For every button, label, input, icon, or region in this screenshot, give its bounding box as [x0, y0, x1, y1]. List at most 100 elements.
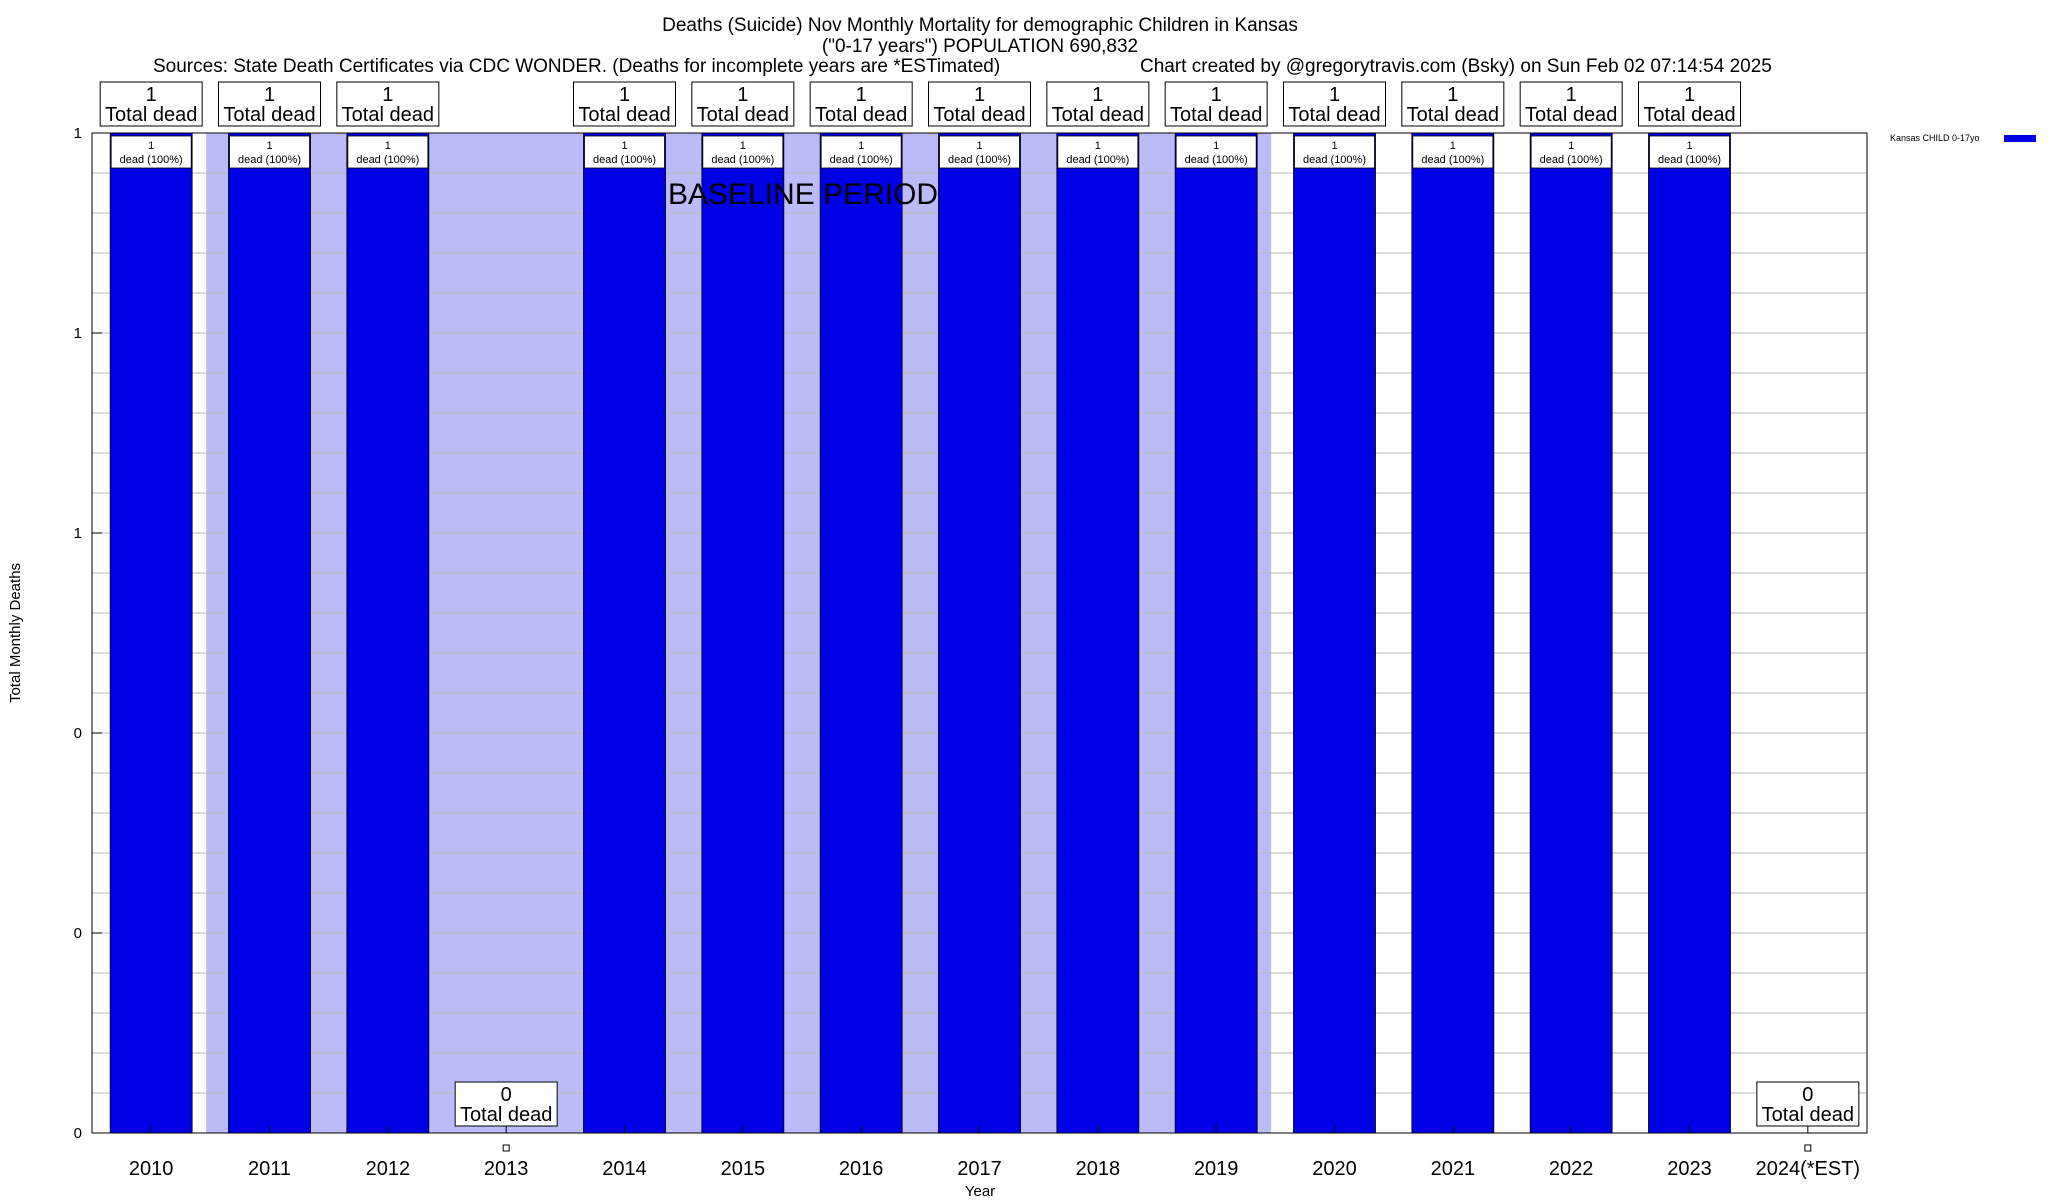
total-dead-value: 0 [1802, 1084, 1813, 1106]
total-dead-value: 0 [501, 1084, 512, 1106]
bar-2011 [228, 132, 311, 1134]
inner-label-text: dead (100%) [948, 154, 1011, 166]
inner-label: 1 dead (100%) [1530, 135, 1612, 169]
total-dead-box [99, 81, 203, 127]
total-dead-text: Total dead [1288, 104, 1380, 126]
inner-label-value: 1 [1450, 140, 1456, 152]
inner-label-text: dead (100%) [1540, 154, 1603, 166]
total-dead-value: 1 [1092, 84, 1103, 106]
inner-label-text: dead (100%) [830, 154, 893, 166]
total-dead-text: Total dead [342, 104, 434, 126]
bar-2023 [1648, 132, 1731, 1134]
inner-label-value: 1 [740, 140, 746, 152]
legend-series-swatch [2004, 135, 2036, 142]
total-dead-value: 1 [1329, 84, 1340, 106]
inner-label: 1 dead (100%) [1294, 135, 1375, 169]
inner-label-box [584, 135, 665, 169]
bar-2020 [1293, 132, 1376, 1134]
total-dead-value: 1 [1447, 84, 1458, 106]
inner-label-text: dead (100%) [356, 154, 419, 166]
x-tick-label: 2020 [1312, 1158, 1357, 1180]
inner-label-box [820, 135, 902, 169]
zero-marker-2013 [502, 1144, 510, 1152]
total-dead-text: Total dead [697, 104, 789, 126]
bar-2015 [701, 132, 785, 1134]
inner-label-text: dead (100%) [120, 154, 183, 166]
total-dead-value: 1 [619, 84, 630, 106]
legend: Kansas CHILD 0-17yo [1890, 133, 2036, 143]
total-dead-box [1283, 81, 1386, 127]
inner-label-value: 1 [1331, 140, 1337, 152]
total-dead-value: 1 [264, 84, 275, 106]
total-dead-box [336, 81, 440, 127]
inner-label: 1 dead (100%) [1649, 135, 1730, 169]
x-axis-label: Year [965, 1183, 995, 1200]
y-tick-label: 0 [74, 725, 82, 742]
inner-label-value: 1 [1568, 140, 1574, 152]
total-dead-box [809, 81, 913, 127]
inner-label-box [1649, 135, 1730, 169]
inner-label-text: dead (100%) [593, 154, 656, 166]
total-dead-text: Total dead [933, 104, 1025, 126]
inner-label-value: 1 [1213, 140, 1219, 152]
total-dead-value: 1 [974, 84, 985, 106]
inner-label-box [939, 135, 1020, 169]
bar-2022 [1529, 132, 1613, 1134]
inner-label-value: 1 [385, 140, 391, 152]
total-dead-box [1519, 81, 1623, 127]
bar-2016 [819, 132, 903, 1134]
inner-label-text: dead (100%) [1185, 154, 1248, 166]
y-tick-label: 0 [74, 1125, 82, 1142]
y-axis-ticks: 0 0 0 1 1 1 [74, 125, 102, 1142]
inner-label-value: 1 [148, 140, 154, 152]
bar-2014 [583, 132, 666, 1134]
inner-label-box [1175, 135, 1257, 169]
total-dead-box [1046, 81, 1150, 127]
inner-label-box [702, 135, 784, 169]
total-dead-box [454, 1081, 558, 1127]
total-dead-value: 1 [737, 84, 748, 106]
total-dead-text: Total dead [1407, 104, 1499, 126]
inner-label-value: 1 [1095, 140, 1101, 152]
chart-sources: Sources: State Death Certificates via CD… [153, 56, 1000, 77]
x-tick-label: 2012 [366, 1158, 411, 1180]
inner-label: 1 dead (100%) [110, 135, 192, 169]
inner-label-box [1294, 135, 1375, 169]
x-tick-label: 2022 [1549, 1158, 1594, 1180]
chart-title-line2: ("0-17 years") POPULATION 690,832 [822, 36, 1138, 57]
total-dead-box [691, 81, 795, 127]
total-dead-text: Total dead [1170, 104, 1262, 126]
x-tick-label: 2014 [602, 1158, 647, 1180]
total-dead-text: Total dead [460, 1104, 552, 1126]
x-axis-ticks: 2010 2011 2012 2013 2014 2015 2016 2017 2018 2019… [129, 1125, 1860, 1180]
inner-label-value: 1 [266, 140, 272, 152]
total-dead-text: Total dead [223, 104, 315, 126]
total-dead-value: 1 [382, 84, 393, 106]
inner-label-text: dead (100%) [238, 154, 301, 166]
y-axis-label: Total Monthly Deaths [7, 563, 24, 703]
total-dead-text: Total dead [815, 104, 907, 126]
inner-label-box [1530, 135, 1612, 169]
bars: 1 dead (100%) 1 dead (100%) 1 dead (100%) 1 dea… [109, 132, 1812, 1152]
zero-marker-2024(*EST) [1804, 1144, 1812, 1152]
inner-label-value: 1 [858, 140, 864, 152]
inner-label-box [229, 135, 310, 169]
total-dead-value: 1 [1566, 84, 1577, 106]
inner-label-text: dead (100%) [1303, 154, 1366, 166]
inner-label: 1 dead (100%) [1057, 135, 1139, 169]
bar-2018 [1056, 132, 1140, 1134]
inner-label-value: 1 [1686, 140, 1692, 152]
bar-2017 [938, 132, 1021, 1134]
y-tick-label: 1 [74, 125, 82, 142]
legend-series-label: Kansas CHILD 0-17yo [1890, 133, 1980, 143]
